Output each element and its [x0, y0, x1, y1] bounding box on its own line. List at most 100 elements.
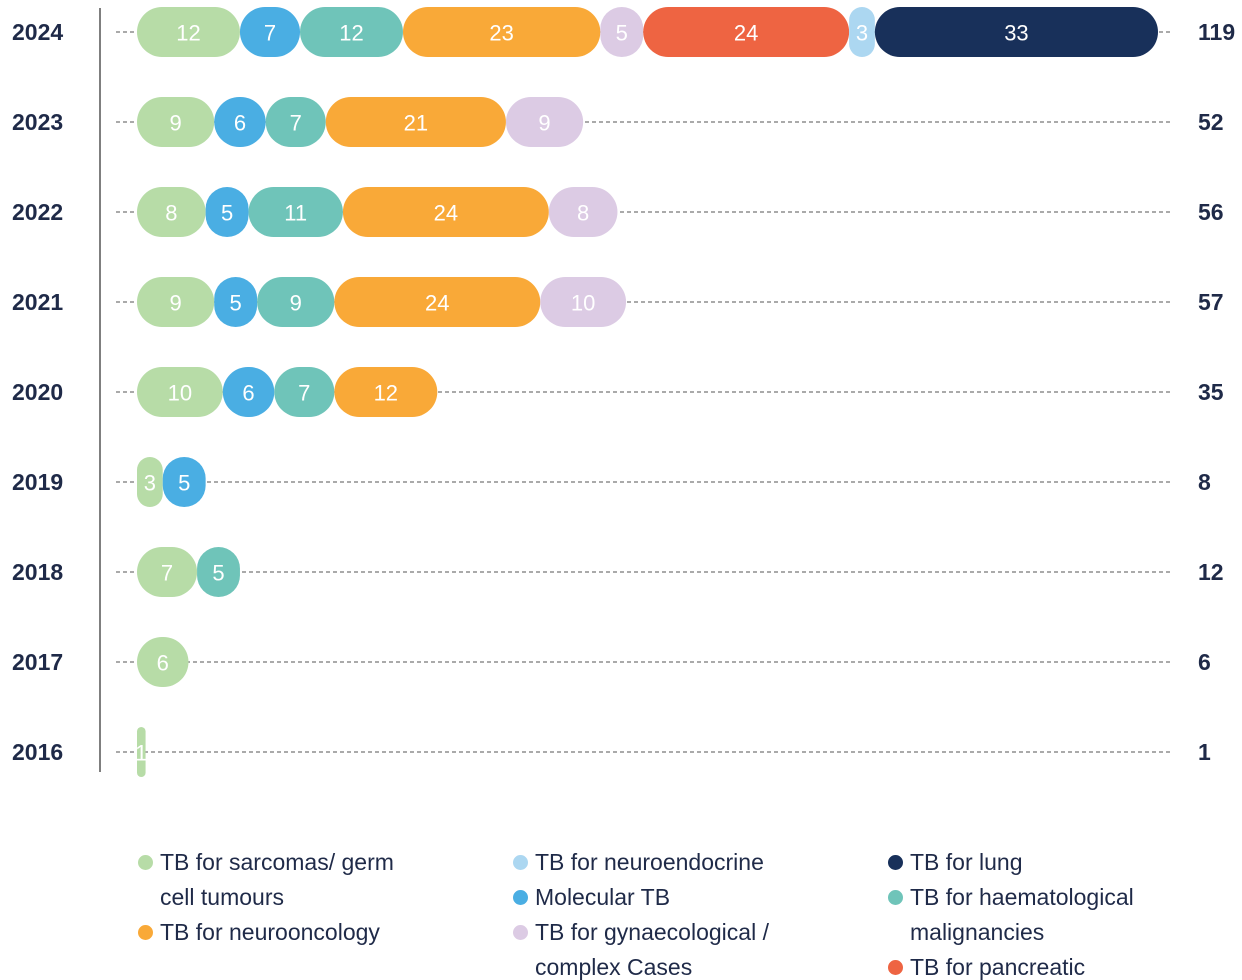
value-label: 9 — [290, 291, 302, 316]
legend-item: Molecular TB — [513, 880, 865, 915]
legend-swatch — [138, 855, 153, 870]
value-label: 12 — [339, 21, 363, 46]
legend-swatch — [513, 855, 528, 870]
y-tick-label: 2016 — [12, 739, 63, 765]
total-label: 56 — [1198, 199, 1224, 225]
legend-item: TB for gynaecological / complex Cases — [513, 915, 835, 980]
value-label: 6 — [157, 651, 169, 676]
bar-segment — [137, 637, 189, 687]
value-label: 23 — [489, 21, 513, 46]
legend-swatch — [138, 925, 153, 940]
total-label: 12 — [1198, 559, 1224, 585]
total-label: 6 — [1198, 649, 1211, 675]
bar-segment — [849, 7, 875, 57]
value-label: 12 — [176, 21, 200, 46]
value-label: 24 — [734, 21, 758, 46]
value-label: 33 — [1004, 21, 1028, 46]
total-label: 52 — [1198, 109, 1224, 135]
legend-label: TB for lung — [910, 849, 1023, 875]
total-label: 119 — [1198, 19, 1235, 45]
value-label: 7 — [290, 111, 302, 136]
bar-segment — [402, 7, 601, 57]
value-label: 1 — [135, 741, 147, 766]
legend-label: Molecular TB — [535, 884, 671, 910]
y-tick-label: 2023 — [12, 109, 63, 135]
bar-segment — [137, 457, 163, 507]
total-label: 35 — [1198, 379, 1224, 405]
bar-segment — [239, 7, 301, 57]
value-label: 9 — [169, 291, 181, 316]
total-label: 1 — [1198, 739, 1211, 765]
bar-segment — [334, 277, 541, 327]
bar-segment — [325, 97, 506, 147]
bar-segment — [137, 727, 146, 777]
value-label: 12 — [374, 381, 398, 406]
bar-segment — [214, 97, 266, 147]
value-label: 5 — [212, 561, 224, 586]
bar-segment — [137, 277, 215, 327]
y-tick-label: 2024 — [12, 19, 63, 45]
bar-segment — [257, 277, 335, 327]
legend-item: TB for haematological malignancies — [888, 880, 1210, 950]
bar-segment — [643, 7, 850, 57]
legend-item: TB for neuroendocrine — [513, 845, 865, 880]
legend-label: TB for neurooncology — [160, 919, 380, 945]
legend-label: TB for pancreatic — [910, 954, 1086, 980]
value-label: 21 — [404, 111, 428, 136]
bar-segment — [137, 187, 206, 237]
y-tick-label: 2020 — [12, 379, 63, 405]
value-label: 7 — [264, 21, 276, 46]
legend-swatch — [513, 890, 528, 905]
bar-segment — [540, 277, 627, 327]
value-label: 5 — [178, 471, 190, 496]
legend-swatch — [888, 855, 903, 870]
value-label: 9 — [169, 111, 181, 136]
value-label: 11 — [284, 201, 307, 226]
legend-item: TB for lung — [888, 845, 1240, 880]
bar-segment — [214, 277, 258, 327]
value-label: 6 — [234, 111, 246, 136]
bar-segment — [600, 7, 644, 57]
bar-segment — [342, 187, 549, 237]
value-label: 8 — [577, 201, 589, 226]
legend-item: TB for pancreatic — [888, 950, 1240, 980]
y-tick-label: 2019 — [12, 469, 63, 495]
legend-label: TB for haematological malignancies — [910, 884, 1134, 945]
legend-swatch — [888, 960, 903, 975]
legend-swatch — [888, 890, 903, 905]
legend-label: TB for sarcomas/ germ cell tumours — [160, 849, 394, 910]
bar-segment — [248, 187, 343, 237]
y-tick-label: 2018 — [12, 559, 63, 585]
value-label: 7 — [161, 561, 173, 586]
bar-segment — [265, 97, 326, 147]
bar-segment — [137, 97, 215, 147]
total-label: 57 — [1198, 289, 1224, 315]
value-label: 5 — [230, 291, 242, 316]
value-label: 24 — [434, 201, 458, 226]
value-label: 10 — [571, 291, 595, 316]
bar-segment — [548, 187, 618, 237]
value-label: 3 — [856, 21, 868, 46]
bar-segment — [205, 187, 249, 237]
value-label: 7 — [298, 381, 310, 406]
bar-segment — [137, 547, 198, 597]
bar-segment — [334, 367, 438, 417]
y-tick-label: 2021 — [12, 289, 63, 315]
y-tick-label: 2022 — [12, 199, 63, 225]
bar-segment — [505, 97, 584, 147]
legend-item: TB for sarcomas/ germ cell tumours — [138, 845, 400, 915]
legend-label: TB for neuroendocrine — [535, 849, 764, 875]
value-label: 5 — [616, 21, 628, 46]
bar-segment — [197, 547, 240, 597]
value-label: 8 — [165, 201, 177, 226]
bar-segment — [137, 367, 223, 417]
bar-segment — [300, 7, 403, 57]
value-label: 3 — [144, 471, 156, 496]
value-label: 24 — [425, 291, 449, 316]
bar-segment — [162, 457, 206, 507]
bar-segment — [874, 7, 1158, 57]
value-label: 5 — [221, 201, 233, 226]
bar-segment — [222, 367, 275, 417]
